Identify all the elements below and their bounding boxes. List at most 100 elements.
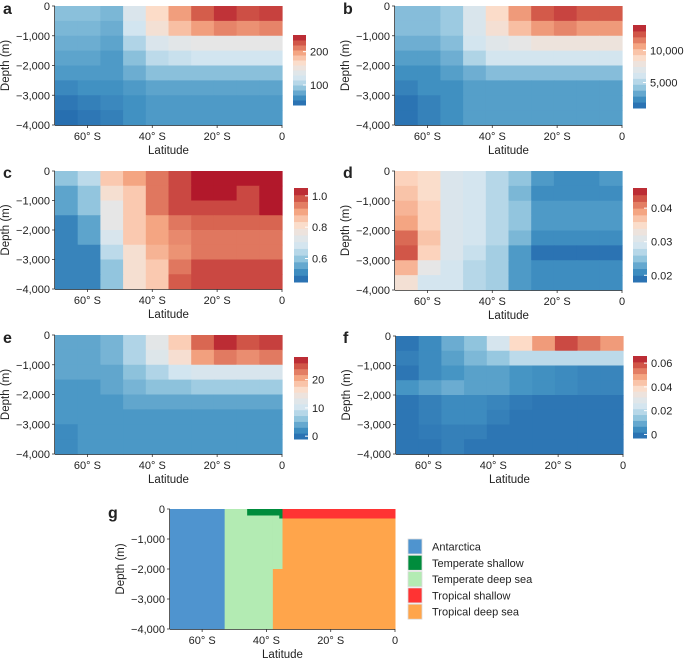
y-tick-label: −2,000 [16, 390, 50, 402]
heatmap-cell [509, 336, 533, 352]
colorbar-step [633, 90, 646, 97]
panel-a: a 100 200 60° S 40° S 20° S 0 0 −1,000 −2,000 −3,0… [0, 1, 328, 157]
y-tick-label: −1,000 [356, 196, 390, 208]
colorbar-step [633, 408, 647, 416]
x-tick-label: 60° S [74, 131, 101, 143]
colorbar-step [293, 85, 306, 91]
heatmap-cell [418, 350, 442, 367]
heatmap-cell [213, 394, 238, 410]
heatmap-cell [440, 245, 464, 261]
y-tick-label: 0 [384, 1, 390, 13]
panel-letter: g [108, 505, 118, 522]
heatmap-cell [145, 379, 170, 396]
heatmap-cell [259, 379, 283, 396]
heatmap-cell [532, 380, 556, 396]
panel-letter: e [3, 330, 12, 347]
heatmap-cell [168, 35, 192, 52]
heatmap-cell [77, 95, 101, 111]
colorbar-step [294, 221, 308, 229]
y-tick-label: −2,000 [356, 61, 390, 73]
heatmap-cell [145, 6, 170, 22]
colorbar-step [633, 361, 647, 369]
colorbar-step [633, 420, 647, 427]
heatmap-cell [576, 275, 600, 291]
heatmap-cell [599, 110, 623, 126]
heatmap-cell [553, 6, 578, 22]
region-tropical-deep-sea [282, 518, 396, 570]
heatmap-cell [554, 439, 579, 455]
heatmap-cell [600, 424, 624, 440]
x-axis-label: Latitude [148, 145, 189, 157]
heatmap-cell [77, 409, 101, 425]
x-tick-label: 0 [279, 460, 285, 472]
heatmap-cell [577, 336, 601, 352]
heatmap-cell [259, 439, 283, 455]
colorbar-step [294, 235, 308, 243]
heatmap-cell [55, 409, 79, 425]
heatmap-cell [123, 200, 147, 216]
colorbar-step [633, 414, 647, 421]
heatmap-cell [77, 335, 101, 351]
heatmap-cell [100, 200, 124, 216]
y-tick-label: −3,000 [16, 90, 50, 102]
x-tick-label: 60° S [415, 460, 442, 472]
colorbar-step [294, 214, 308, 223]
heatmap-cell [100, 379, 124, 396]
heatmap-cell [168, 394, 192, 410]
heatmap-cell [440, 35, 464, 52]
heatmap-cell [577, 439, 601, 455]
heatmap-cell [55, 439, 79, 455]
region-antarctica [170, 509, 226, 630]
heatmap-cell [418, 395, 442, 411]
heatmap-cell [554, 336, 579, 352]
heatmap-cell [417, 110, 441, 126]
heatmap-cell [395, 200, 419, 217]
colorbar-step [294, 357, 308, 364]
y-tick-label: −1,000 [16, 360, 50, 372]
colorbar-step [633, 275, 647, 283]
heatmap-cell [123, 394, 147, 410]
colorbar-step [293, 90, 306, 96]
heatmap-cell [599, 80, 623, 96]
heatmap-cell [213, 335, 238, 351]
heatmap-cell [213, 409, 238, 425]
panel-c: c 0.6 0.8 1.0 60° S 40° S 20° S 0 0 −1,000 −2,000 −… [0, 165, 327, 321]
heatmap-cell [213, 185, 238, 202]
heatmap-cell [55, 424, 79, 440]
y-tick-label: −3,000 [16, 255, 50, 267]
heatmap-cell [417, 95, 441, 111]
heatmap-cell [440, 275, 464, 291]
heatmap-cell [509, 350, 533, 367]
heatmap-cell [259, 20, 283, 37]
heatmap-cell [168, 65, 192, 81]
heatmap-cell [191, 349, 215, 366]
panel-letter: f [343, 330, 349, 347]
colorbar-step [293, 80, 306, 86]
heatmap-cell [236, 424, 260, 440]
heatmap-cell [441, 439, 465, 455]
heatmap-cell [77, 35, 101, 52]
heatmap-cell [191, 171, 215, 187]
heatmap-cell [553, 20, 578, 37]
y-tick-label: −3,000 [16, 419, 50, 431]
heatmap-cell [145, 50, 170, 67]
y-tick-label: −2,000 [16, 225, 50, 237]
heatmap-cell [168, 215, 192, 231]
heatmap-cell [395, 275, 419, 291]
heatmap-cell [55, 110, 79, 126]
heatmap-cell [213, 244, 238, 261]
heatmap-cell [396, 350, 420, 367]
heatmap-cell [576, 260, 600, 276]
heatmap-cell [213, 424, 238, 440]
heatmap-cell [55, 215, 79, 231]
heatmap-cell [599, 275, 623, 291]
heatmap-cell [100, 394, 124, 410]
panel-g: g Antarctica Temperate shallow Temperate de… [108, 504, 533, 661]
heatmap-cell [463, 95, 487, 111]
heatmap-cell [191, 110, 215, 126]
heatmap-cell [554, 395, 579, 411]
heatmap-cell [532, 439, 556, 455]
heatmap-cell [123, 230, 147, 246]
y-tick-label: −4,000 [356, 285, 390, 297]
heatmap-cell [396, 439, 420, 455]
